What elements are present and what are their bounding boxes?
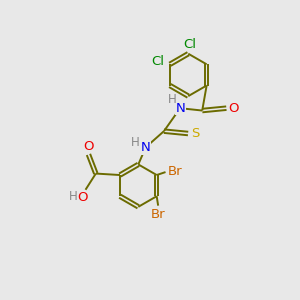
Text: Cl: Cl	[183, 38, 196, 51]
Text: Cl: Cl	[151, 55, 164, 68]
Text: N: N	[175, 102, 185, 115]
Text: H: H	[167, 93, 176, 106]
Text: O: O	[83, 140, 94, 153]
Text: H: H	[69, 190, 77, 203]
Text: O: O	[77, 191, 88, 205]
Text: O: O	[229, 102, 239, 115]
Text: Br: Br	[151, 208, 166, 221]
Text: N: N	[141, 141, 151, 154]
Text: S: S	[191, 127, 200, 140]
Text: Br: Br	[168, 165, 182, 178]
Text: H: H	[131, 136, 140, 148]
